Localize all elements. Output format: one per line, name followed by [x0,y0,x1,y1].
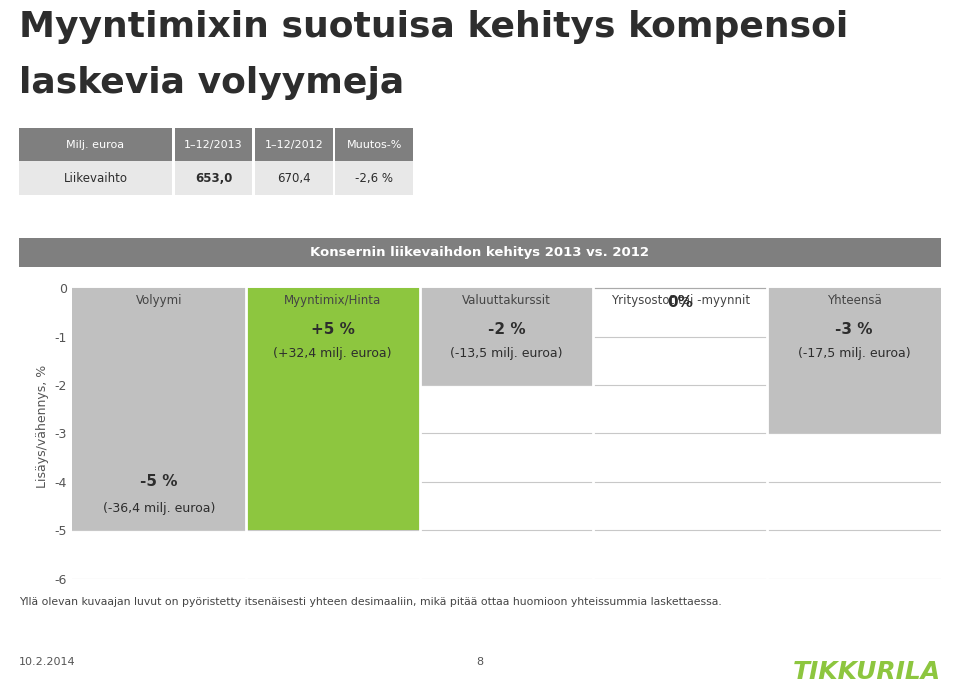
Text: Myyntimixin suotuisa kehitys kompensoi: Myyntimixin suotuisa kehitys kompensoi [19,10,849,44]
Text: 670,4: 670,4 [277,172,311,184]
Bar [767,288,941,433]
Text: -2 %: -2 % [488,322,525,337]
Text: Muutos-%: Muutos-% [347,140,402,150]
Text: TIKKURILA: TIKKURILA [793,660,941,683]
Text: Konsernin liikevaihdon kehitys 2013 vs. 2012: Konsernin liikevaihdon kehitys 2013 vs. … [310,246,650,258]
Text: -2,6 %: -2,6 % [355,172,394,184]
Text: Volyymi: Volyymi [135,294,182,307]
Text: Yritysostot tai -myynnit: Yritysostot tai -myynnit [611,294,750,307]
Bar [72,288,246,530]
Text: Yhteensä: Yhteensä [827,294,881,307]
Text: 653,0: 653,0 [195,172,232,184]
Text: Valuuttakurssit: Valuuttakurssit [462,294,551,307]
Text: -5 %: -5 % [140,474,178,489]
Text: 10.2.2014: 10.2.2014 [19,657,76,667]
Text: Myyntimix/Hinta: Myyntimix/Hinta [284,294,381,307]
Text: 1–12/2013: 1–12/2013 [184,140,243,150]
Text: (-17,5 milj. euroa): (-17,5 milj. euroa) [798,347,910,360]
Text: -3 %: -3 % [835,322,873,337]
Text: 0%: 0% [667,295,693,310]
Text: laskevia volyymeja: laskevia volyymeja [19,67,404,100]
Text: Liikevaihto: Liikevaihto [63,172,128,184]
Bar [420,288,593,385]
Bar [246,288,420,530]
Text: +5 %: +5 % [311,322,354,337]
Y-axis label: Lisäys/vähennys, %: Lisäys/vähennys, % [36,365,49,488]
Text: (+32,4 milj. euroa): (+32,4 milj. euroa) [274,347,392,360]
Text: (-36,4 milj. euroa): (-36,4 milj. euroa) [103,502,215,515]
Text: Yllä olevan kuvaajan luvut on pyöristetty itsenäisesti yhteen desimaaliin, mikä : Yllä olevan kuvaajan luvut on pyöristett… [19,597,722,607]
Text: 8: 8 [476,657,484,667]
Text: 1–12/2012: 1–12/2012 [264,140,324,150]
Text: Milj. euroa: Milj. euroa [66,140,125,150]
Text: (-13,5 milj. euroa): (-13,5 milj. euroa) [450,347,563,360]
